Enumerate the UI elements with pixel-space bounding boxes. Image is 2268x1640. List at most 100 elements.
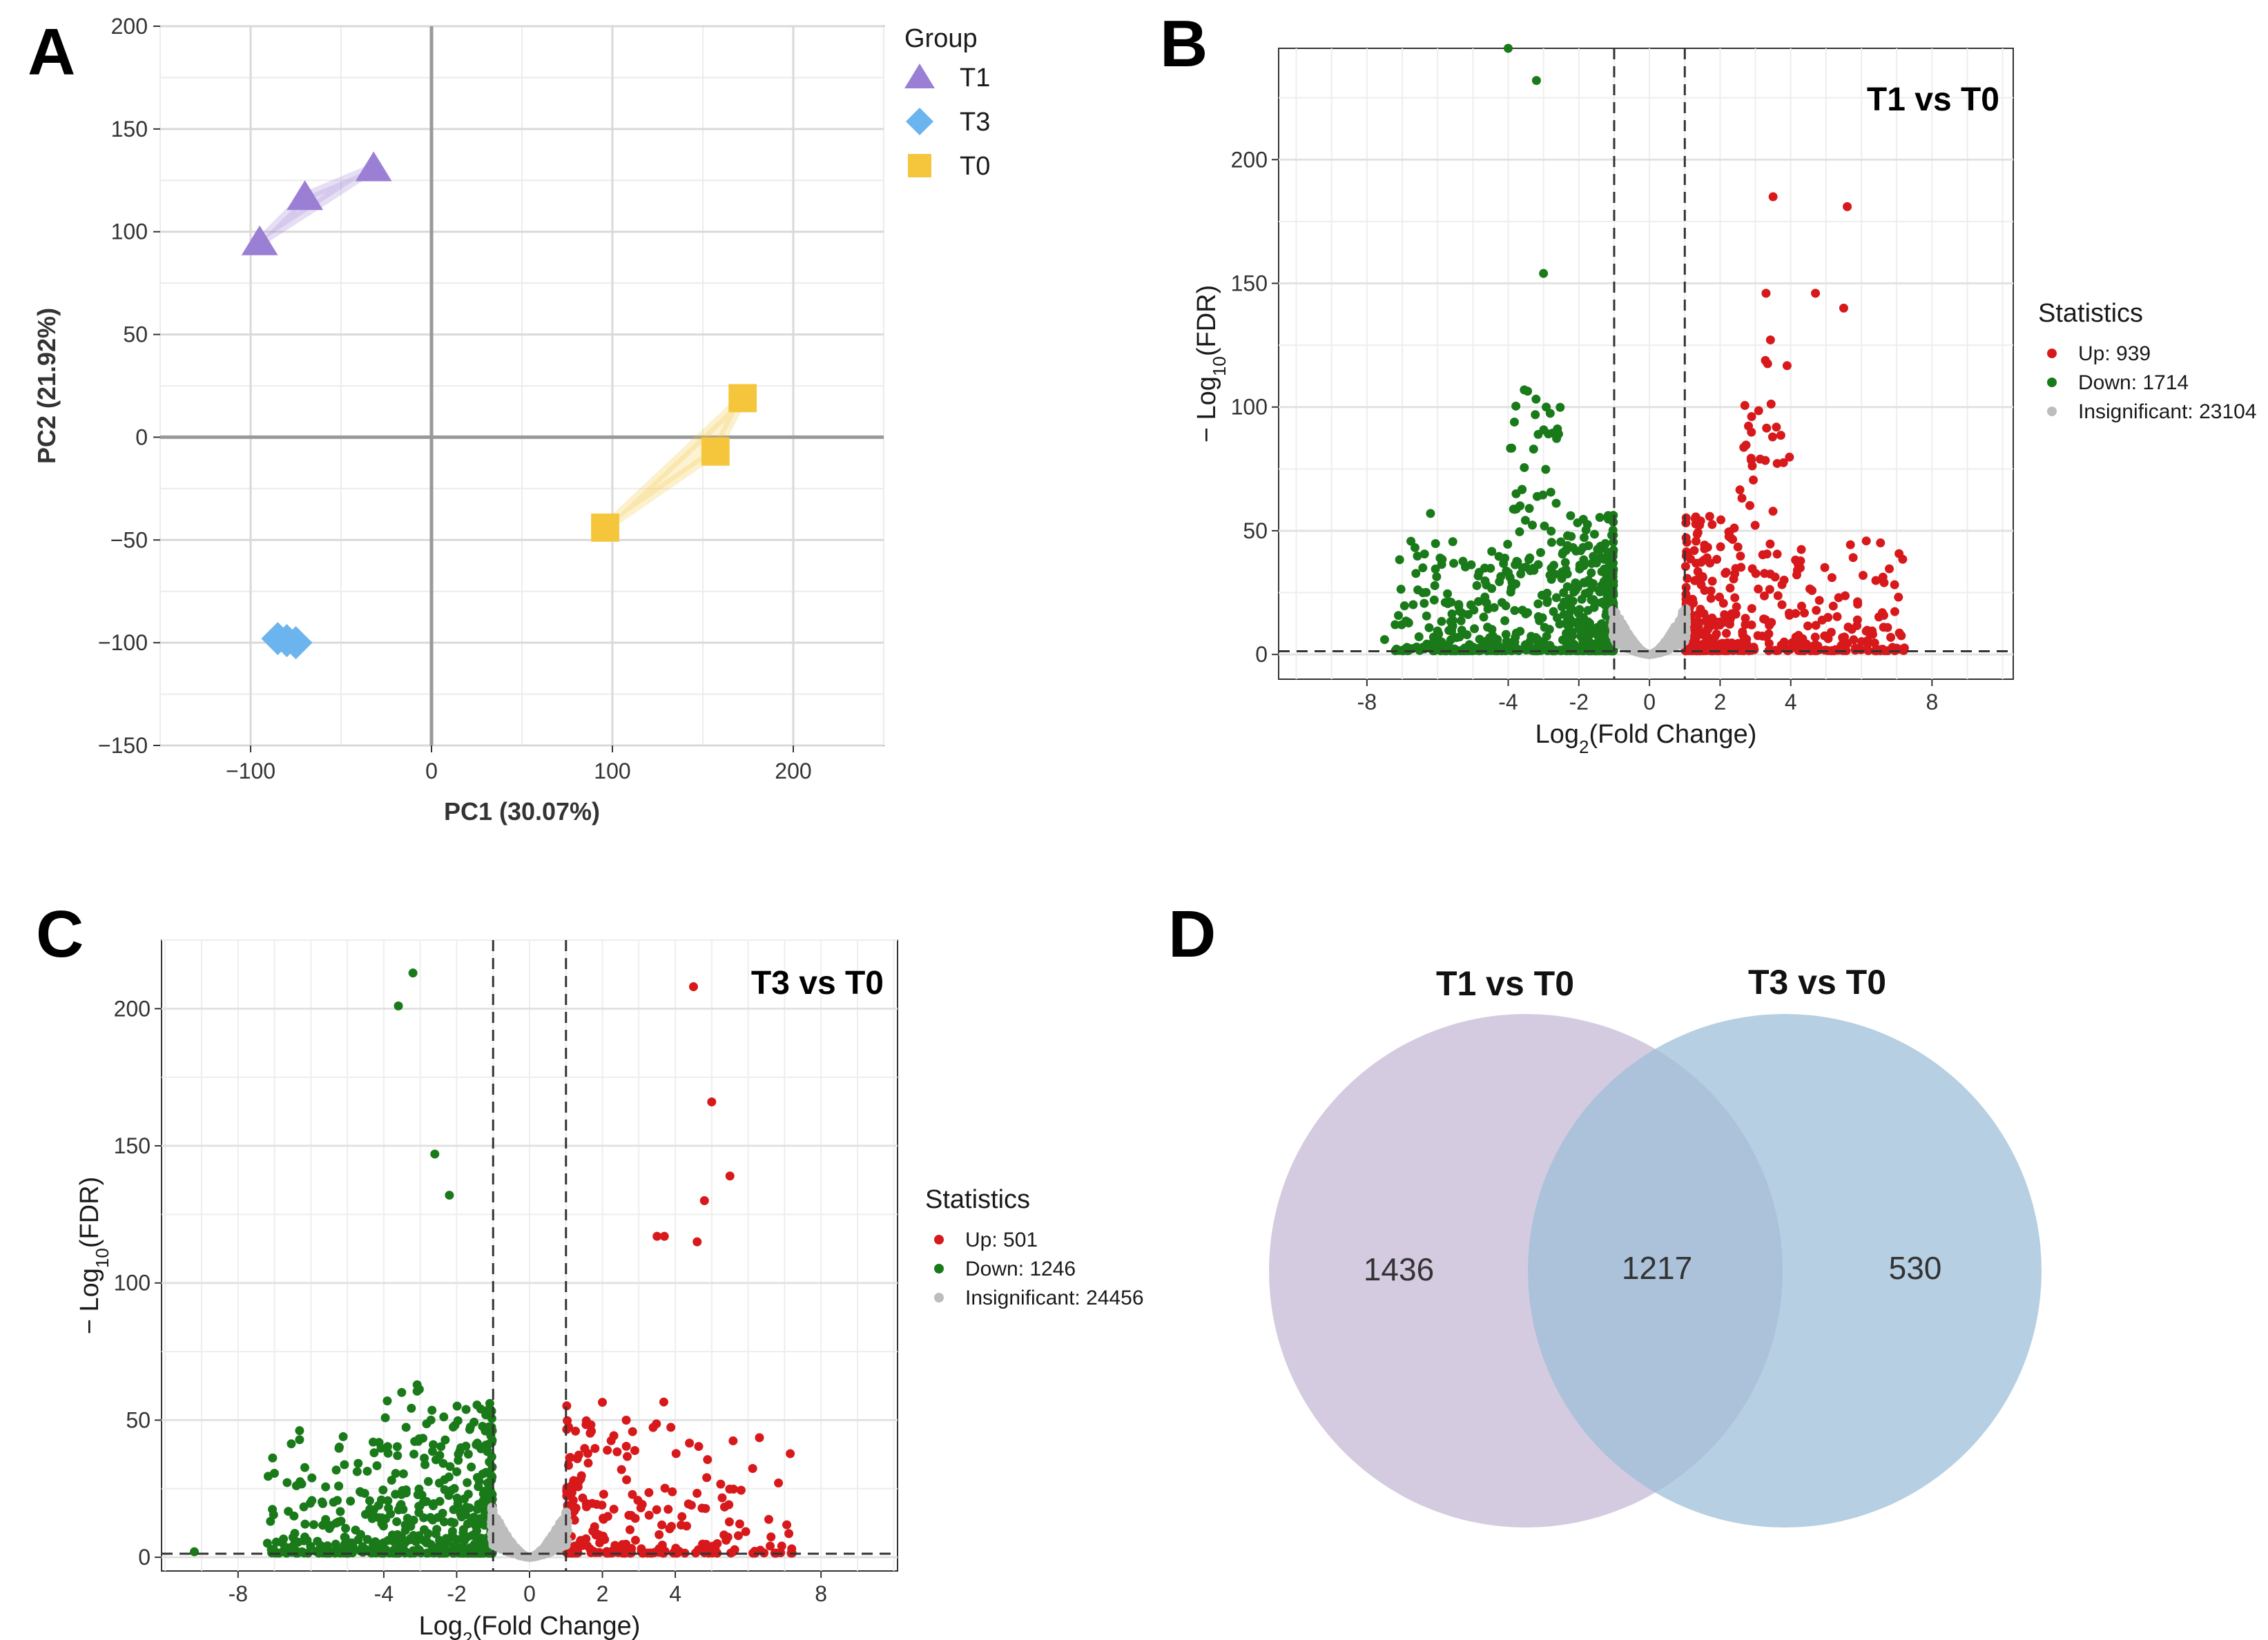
volcano-t3-point-up [588, 1499, 597, 1508]
volcano-t1-ytick-label: 150 [1231, 271, 1268, 296]
pca-group-hull-T0 [600, 393, 748, 533]
volcano-t1-point-down [1431, 644, 1441, 654]
volcano-t3-point-down [392, 1442, 402, 1452]
volcano-t3-point-up [644, 1510, 654, 1520]
volcano-t1-point-up [1753, 631, 1763, 641]
volcano-t1-point-up [1707, 576, 1717, 586]
volcano-t1-point-down [1564, 594, 1574, 604]
volcano-t1-point-down [1582, 638, 1591, 648]
volcano-t3-point-down [380, 1413, 390, 1423]
volcano-t1-point-down [1551, 593, 1561, 603]
volcano-t1-point-up [1736, 551, 1745, 561]
volcano-t3-point-up [677, 1512, 687, 1521]
volcano-t1-point-up [1750, 520, 1760, 530]
volcano-t1-point-up [1736, 646, 1746, 656]
volcano-t1-point-down [1526, 566, 1535, 576]
volcano-t1-point-up [1754, 406, 1763, 416]
volcano-t1-point-up [1812, 605, 1821, 615]
volcano-t3-point-up [609, 1504, 619, 1514]
volcano-t1-point-down [1429, 595, 1439, 605]
volcano-t3-xtick-label: 0 [523, 1581, 536, 1606]
volcano-t1-point-up [1747, 427, 1756, 437]
pca-ytick-label: 50 [123, 322, 148, 347]
volcano-t1-point-down [1560, 558, 1570, 567]
volcano-t1-point-up [1890, 607, 1899, 616]
volcano-t3-point-up [574, 1450, 583, 1460]
volcano-t3-point-ns [542, 1539, 552, 1548]
volcano-t1-point-up [1877, 608, 1887, 618]
volcano-t3-point-down [365, 1496, 374, 1505]
volcano-t3-point-up [562, 1485, 572, 1494]
volcano-t1-legend-label: Insignificant: 23104 [2078, 400, 2257, 423]
volcano-t3-point-down [338, 1432, 348, 1441]
volcano-t3-point-up [666, 1423, 676, 1432]
volcano-t3-point-up [724, 1517, 734, 1527]
volcano-t1-point-up [1809, 645, 1819, 655]
volcano-t3-point-up [566, 1548, 576, 1558]
volcano-t1-point-ns [1620, 627, 1630, 637]
volcano-t3-points [189, 968, 797, 1562]
volcano-t3-point-down [333, 1547, 342, 1556]
volcano-t3-point-down [307, 1473, 317, 1483]
volcano-t1-point-down [1557, 645, 1567, 655]
volcano-t3-point-down [458, 1525, 468, 1534]
volcano-t1-point-down [1412, 642, 1422, 652]
volcano-t3-ytick-label: 200 [114, 996, 151, 1021]
volcano-t1-point-up [1886, 632, 1896, 642]
volcano-t1-point-down [1520, 462, 1529, 472]
volcano-t1-point-down [1480, 563, 1490, 573]
volcano-t3-point-down [454, 1456, 463, 1465]
volcano-t3-point-down [286, 1547, 295, 1556]
volcano-t1-point-down [1428, 636, 1438, 646]
volcano-t1-point-up [1782, 361, 1792, 371]
volcano-t1-point-down [1580, 533, 1589, 543]
volcano-t1-point-up [1765, 585, 1774, 594]
volcano-t1-point-highlight [1426, 509, 1435, 518]
volcano-t1-point-down [1524, 504, 1534, 514]
volcano-t1-plot-area [1278, 48, 2014, 680]
volcano-t3-point-down [393, 1451, 403, 1461]
volcano-t3-point-down [341, 1523, 351, 1533]
volcano-t1-point-up [1805, 584, 1815, 594]
volcano-t1-point-down [1600, 564, 1609, 574]
volcano-t1-legend-key [2047, 378, 2057, 387]
volcano-t3-point-down [436, 1442, 446, 1452]
volcano-t1-point-down [1559, 609, 1569, 619]
volcano-t1-point-up [1773, 591, 1783, 601]
volcano-t1-point-down [1591, 598, 1600, 607]
volcano-t3-point-down [372, 1461, 382, 1471]
volcano-t3-point-up [764, 1514, 774, 1524]
volcano-t3-point-ns [488, 1540, 498, 1550]
volcano-t3-point-up [655, 1530, 664, 1539]
volcano-t3-point-up [730, 1545, 739, 1554]
volcano-t1-point-down [1540, 521, 1549, 531]
volcano-t3-point-up [786, 1449, 795, 1458]
volcano-t1-point-up [1762, 549, 1772, 559]
volcano-t1-point-down [1536, 640, 1546, 650]
volcano-t3-point-up [735, 1519, 744, 1529]
volcano-t1-point-down [1509, 417, 1519, 427]
pca-x-axis-title: PC1 (30.07%) [444, 797, 600, 826]
volcano-t1-point-down [1521, 641, 1531, 650]
volcano-t3-point-down [371, 1540, 380, 1550]
volcano-t1-xtick-label: -4 [1498, 690, 1518, 714]
volcano-t3-point-up [578, 1536, 588, 1545]
volcano-t1-xtick-label: 8 [1926, 690, 1938, 714]
volcano-t1-point-up [1762, 632, 1772, 642]
volcano-t1-point-down [1557, 602, 1567, 612]
pca-legend-key-T1 [904, 64, 935, 88]
volcano-t1-point-down [1473, 571, 1483, 580]
pca-legend-label: T1 [960, 64, 990, 92]
volcano-t1-legend-label: Down: 1714 [2078, 371, 2189, 394]
volcano-t1-point-up [1861, 536, 1871, 546]
volcano-t1-point-up [1692, 529, 1702, 539]
venn-diagram: T1 vs T0 T3 vs T0 1436 1217 530 [1269, 963, 2042, 1527]
volcano-t1-point-up [1739, 442, 1749, 452]
volcano-t1-point-up [1765, 335, 1775, 344]
volcano-t3-legend-title: Statistics [925, 1185, 1030, 1214]
volcano-t3-point-down [431, 1455, 440, 1465]
volcano-t1-point-down [1555, 402, 1565, 412]
volcano-t1-point-down [1549, 560, 1559, 570]
volcano-t1-point-up [1827, 573, 1836, 583]
volcano-t3-point-down [314, 1548, 324, 1558]
